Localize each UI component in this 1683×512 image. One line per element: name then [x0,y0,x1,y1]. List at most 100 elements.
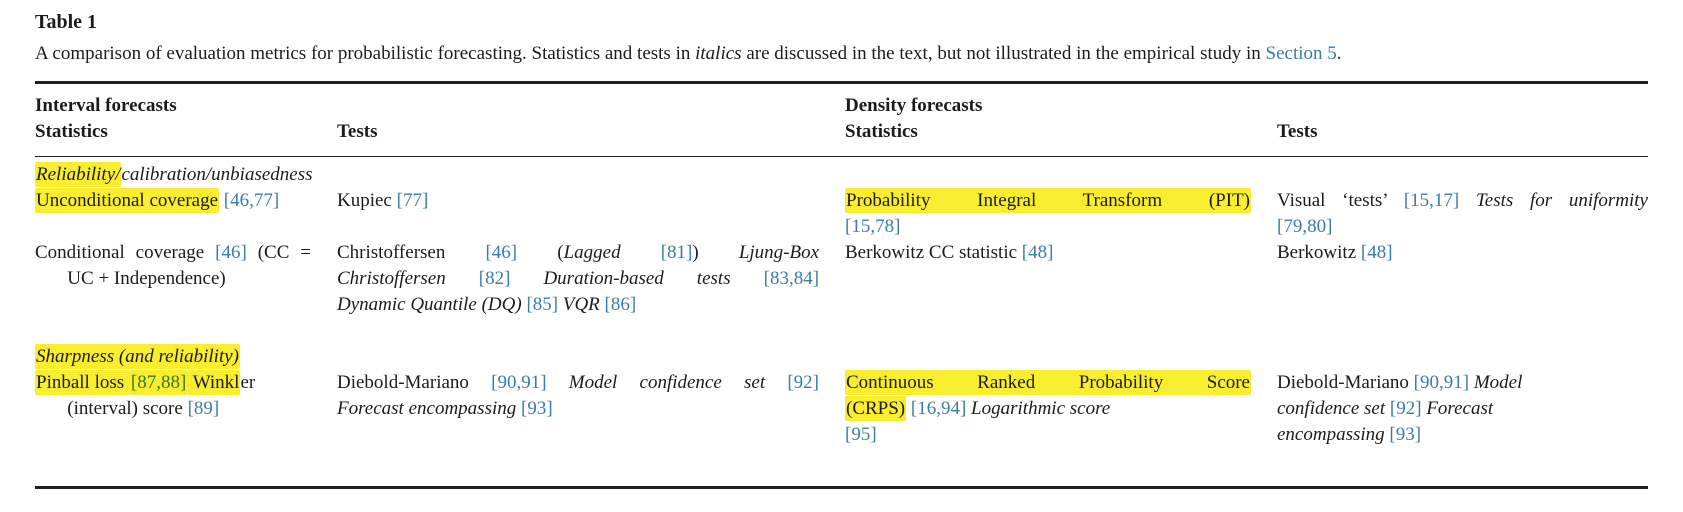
header-col-interval-tests: Tests [337,121,378,142]
text-segment: Diebold-Mariano [337,372,492,393]
table-cell: Continuous Ranked Probability Score (CRPS… [845,370,1277,448]
section-header: Sharpness (and reliability) [35,344,1648,370]
cell-line: [95] [845,422,1251,448]
cell-line: (CRPS) [16,94] Logarithmic score [845,396,1251,422]
text-segment: are discussed in the text, but not illus… [741,43,1266,64]
citation-link[interactable]: [93] [1389,424,1422,445]
citation-link[interactable]: [89] [187,398,220,419]
cell-line: [15,78] [845,214,1251,240]
text-segment [547,372,569,393]
cell-line: Continuous Ranked Probability Score [845,370,1251,396]
table-header: Interval forecasts Density forecasts Sta… [35,84,1648,157]
table-cell: Kupiec [77] [337,188,845,214]
citation-link[interactable]: [90,91] [1413,372,1470,393]
cell-line: Dynamic Quantile (DQ) [85] VQR [86] [337,292,819,318]
table-body: Reliability/calibration/unbiasedness Unco… [35,157,1648,486]
text-segment: Lagged [563,242,621,263]
text-segment: Winkl [187,370,241,395]
text-segment: Berkowitz [1277,242,1361,263]
text-segment: encompassing [1277,424,1385,445]
header-col-density-statistics: Statistics [845,121,918,142]
citation-link[interactable]: [16,94] [910,398,967,419]
citation-link[interactable]: [86] [604,294,637,315]
citation-link[interactable]: [79,80] [1277,216,1333,237]
text-segment: Kupiec [337,190,397,211]
text-segment: (CC = [246,242,312,263]
citation-link[interactable]: [83,84] [763,268,820,289]
text-segment: (interval) score [67,398,188,419]
table-caption: A comparison of evaluation metrics for p… [35,41,1648,67]
citation-link[interactable]: [81] [660,242,693,263]
cell-line: Conditional coverage [46] (CC = [35,240,311,266]
cell-line: Kupiec [77] [337,188,819,214]
citation-link[interactable]: [92] [1389,398,1422,419]
cell-line: confidence set [92] Forecast [1277,396,1648,422]
table-cell: Diebold-Mariano [90,91] Model confidence… [337,370,845,422]
text-segment: Visual ‘tests’ [1277,190,1404,211]
text-segment: Diebold-Mariano [1277,372,1414,393]
text-segment: . [1336,43,1342,64]
text-segment: Ljung-Box [738,242,820,263]
table-cell: Probability Integral Transform (PIT) [15,… [845,188,1277,240]
text-segment: Christoffersen [337,242,486,263]
cell-line: Forecast encompassing [93] [337,396,819,422]
table-cell: Unconditional coverage [46,77] [35,188,337,214]
cell-line: [79,80] [1277,214,1648,240]
cell-line: Unconditional coverage [46,77] [35,188,311,214]
table-bottom-rule [35,486,1648,489]
section-link[interactable]: Section 5 [1265,43,1337,64]
text-segment: Model [1473,372,1523,393]
table-title: Table 1 [35,11,98,33]
citation-link[interactable]: [46] [485,242,518,263]
citation-link[interactable]: [95] [845,424,877,445]
citation-link[interactable]: [46,77] [223,190,280,211]
text-segment: Forecast [1426,398,1494,419]
citation-link[interactable]: [15,17] [1403,190,1460,211]
citation-link[interactable]: [92] [787,372,819,393]
text-segment: Unconditional coverage [35,188,220,213]
text-segment: Conditional coverage [35,242,216,263]
citation-link[interactable]: [46] [215,242,247,263]
text-segment: VQR [562,294,600,315]
citation-link[interactable]: [85] [526,294,559,315]
text-segment: Model confidence set [568,372,766,393]
cell-line: Berkowitz CC statistic [48] [845,240,1251,266]
header-col-interval-statistics: Statistics [35,121,108,142]
text-segment: Pinball loss [35,370,130,395]
citation-link[interactable]: [90,91] [491,372,547,393]
citation-link[interactable]: [48] [1360,242,1393,263]
cell-line: (interval) score [89] [35,396,311,422]
citation-link[interactable]: [15,78] [845,216,901,237]
header-group-interval: Interval forecasts [35,95,177,116]
table-cell: Berkowitz [48] [1277,240,1648,266]
text-segment: Christoffersen [337,268,446,289]
cell-line: encompassing [93] [1277,422,1648,448]
table-cell: Diebold-Mariano [90,91] Model confidence … [1277,370,1648,448]
table-cell: Visual ‘tests’ [15,17] Tests for uniform… [1277,188,1648,240]
cell-line: Christoffersen [82] Duration-based tests… [337,266,819,292]
citation-link[interactable]: [93] [521,398,553,419]
citation-link[interactable]: [82] [478,268,511,289]
text-segment: Berkowitz CC statistic [845,242,1022,263]
cell-line: Christoffersen [46] (Lagged [81]) Ljung-… [337,240,819,266]
citation-link[interactable]: [87,88] [129,370,188,395]
section-header: Reliability/calibration/unbiasedness [35,162,1648,188]
text-segment: Continuous Ranked Probability Score [845,370,1251,395]
header-col-density-tests: Tests [1277,121,1318,142]
table-cell: Conditional coverage [46] (CC = UC + Inde… [35,240,337,292]
text-segment: ) [692,242,739,263]
text-segment [621,242,661,263]
text-segment: calibration/unbiasedness [121,164,313,185]
text-segment: ( [517,242,564,263]
table-top-rule [35,81,1648,84]
text-segment: italics [695,43,742,64]
citation-link[interactable]: [77] [396,190,429,211]
text-segment: confidence set [1277,398,1386,419]
text-segment [510,268,543,289]
citation-link[interactable]: [48] [1021,242,1054,263]
text-segment [765,372,787,393]
text-segment: A comparison of evaluation metrics for p… [35,43,696,64]
text-segment: Probability Integral Transform (PIT) [845,188,1251,213]
cell-line: Berkowitz [48] [1277,240,1648,266]
